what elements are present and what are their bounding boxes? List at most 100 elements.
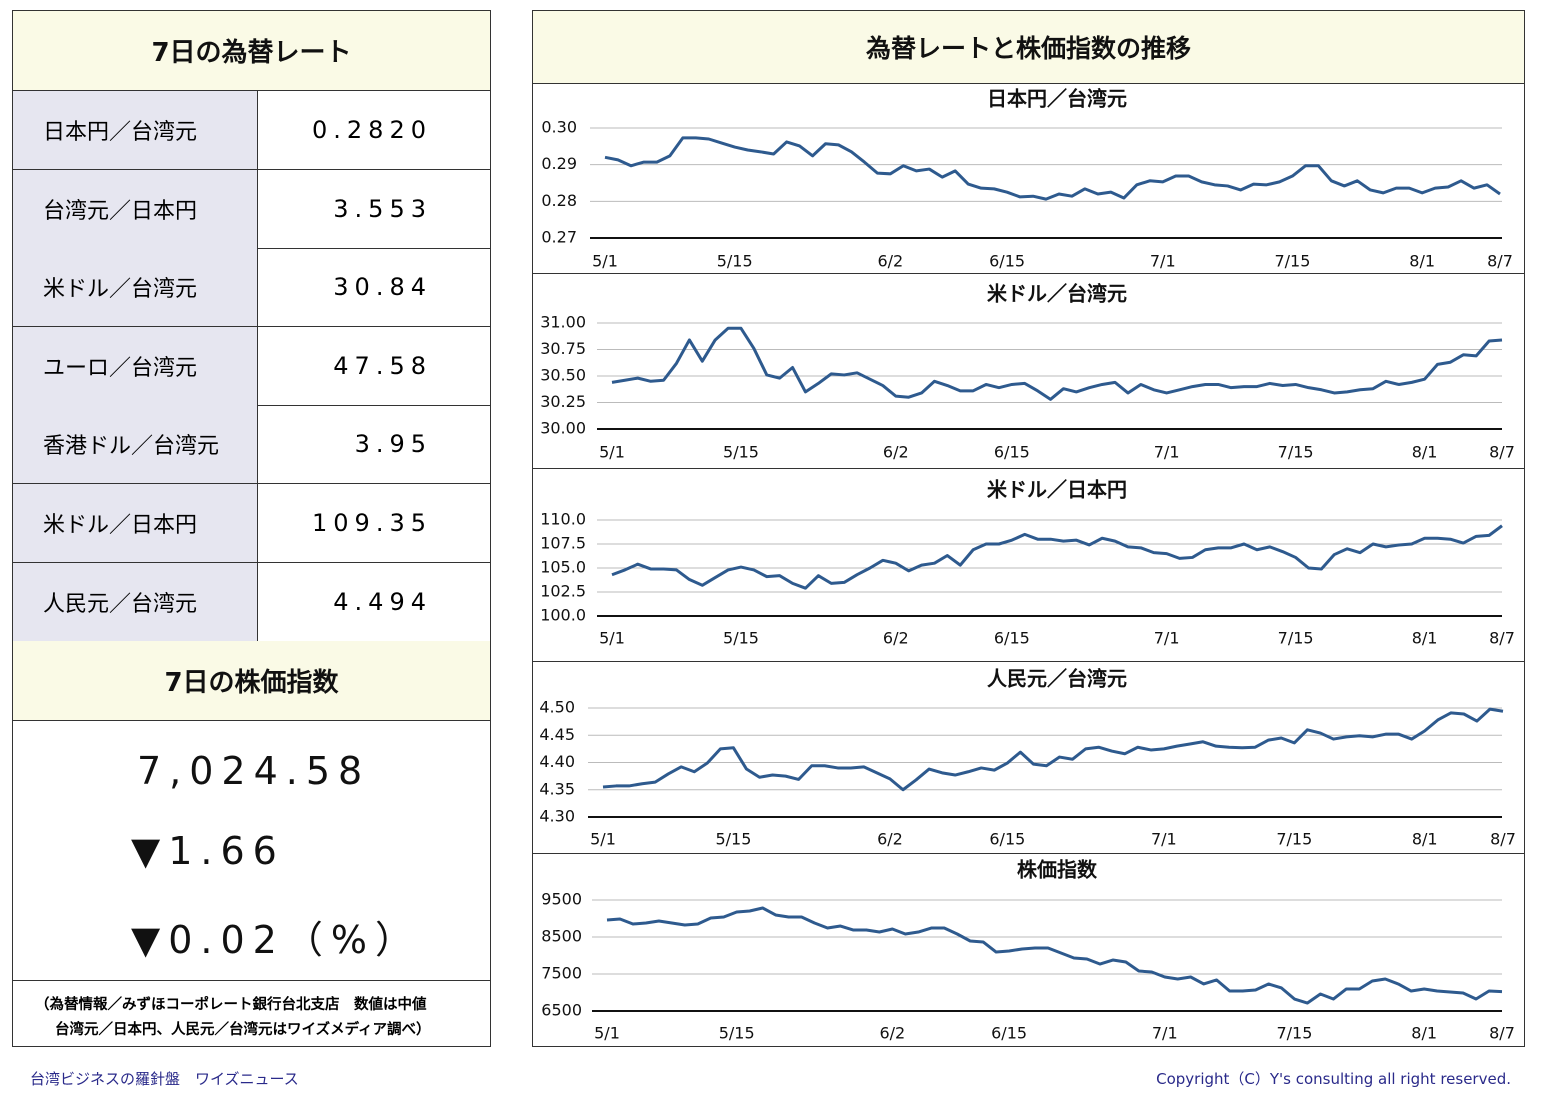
- rate-label: 米ドル／台湾元: [13, 248, 258, 328]
- x-tick-label: 8/7: [1489, 1024, 1515, 1043]
- x-tick-label: 7/15: [1276, 830, 1312, 849]
- y-tick-label: 9500: [541, 890, 582, 909]
- x-tick-label: 8/1: [1412, 443, 1438, 462]
- y-tick-label: 0.30: [541, 118, 577, 137]
- line: [604, 136, 1501, 201]
- rate-label: 台湾元／日本円: [13, 169, 258, 249]
- x-tick-label: 6/2: [883, 629, 909, 648]
- rate-value: 47.58: [258, 327, 490, 406]
- y-tick-label: 30.75: [540, 339, 586, 358]
- rate-value: 30.84: [258, 248, 490, 328]
- x-tick-label: 6/15: [994, 443, 1030, 462]
- x-tick-label: 8/1: [1411, 1024, 1437, 1043]
- y-tick-label: 7500: [541, 964, 582, 983]
- footer-left: 台湾ビジネスの羅針盤 ワイズニュース: [30, 1070, 299, 1088]
- x-tick-label: 8/1: [1412, 830, 1438, 849]
- x-tick-label: 5/15: [719, 1024, 755, 1043]
- rate-value: 3.95: [258, 405, 490, 485]
- y-tick-label: 30.25: [540, 392, 586, 411]
- y-tick-label: 30.50: [540, 366, 586, 385]
- x-tick-label: 7/1: [1154, 443, 1180, 462]
- x-tick-label: 6/2: [877, 252, 903, 271]
- x-tick-label: 8/1: [1409, 252, 1435, 271]
- x-tick-label: 6/15: [991, 1024, 1027, 1043]
- rate-label: 日本円／台湾元: [13, 91, 258, 170]
- x-tick-label: 8/7: [1489, 443, 1515, 462]
- y-tick-label: 4.35: [539, 779, 575, 798]
- x-tick-label: 7/15: [1278, 629, 1314, 648]
- x-tick-label: 6/2: [883, 443, 909, 462]
- x-tick-label: 7/15: [1278, 443, 1314, 462]
- note: 台湾元／日本円、人民元／台湾元はワイズメディア調べ）: [55, 1022, 431, 1038]
- y-tick-label: 0.27: [541, 228, 577, 247]
- index-change: ▼1.66: [131, 829, 285, 873]
- rate-value: 3.553: [258, 170, 490, 249]
- x-tick-label: 8/7: [1487, 252, 1513, 271]
- panel-title: 為替レートと株価指数の推移: [533, 11, 1524, 84]
- y-tick-label: 102.5: [540, 582, 586, 601]
- line: [602, 707, 1504, 792]
- x-tick-label: 6/2: [879, 1024, 905, 1043]
- index-value: 7,024.58: [137, 749, 371, 793]
- x-tick-label: 7/15: [1274, 252, 1310, 271]
- chart-title: 日本円／台湾元: [987, 87, 1127, 111]
- x-tick-label: 6/15: [989, 252, 1025, 271]
- right-panel: 為替レートと株価指数の推移: [532, 10, 1525, 1047]
- line: [611, 524, 1503, 590]
- line: [611, 326, 1503, 401]
- x-tick-label: 8/1: [1412, 629, 1438, 648]
- index-change-pct: ▼0.02（%）: [131, 918, 421, 962]
- y-tick-label: 4.30: [539, 807, 575, 826]
- y-tick-label: 107.5: [540, 534, 586, 553]
- x-tick-label: 8/7: [1490, 830, 1516, 849]
- y-tick-label: 6500: [541, 1001, 582, 1020]
- x-tick-label: 5/15: [723, 629, 759, 648]
- x-tick-label: 6/2: [877, 830, 903, 849]
- chart-title: 米ドル／日本円: [987, 478, 1127, 502]
- x-tick-label: 5/1: [599, 443, 625, 462]
- x-tick-label: 7/1: [1151, 830, 1177, 849]
- y-tick-label: 110.0: [540, 510, 586, 529]
- left-panel: 7日の為替レート 日本円／台湾元 0.2820 台湾元／日本円 3.553 米ドル／台湾…: [12, 10, 491, 1047]
- x-tick-label: 7/1: [1150, 252, 1176, 271]
- index-title: 7日の株価指数: [13, 641, 490, 721]
- chart-title: 人民元／台湾元: [987, 667, 1127, 691]
- y-tick-label: 100.0: [540, 606, 586, 625]
- x-tick-label: 5/1: [594, 1024, 620, 1043]
- x-tick-label: 5/1: [590, 830, 616, 849]
- y-tick-label: 31.00: [540, 313, 586, 332]
- rate-value: 109.35: [258, 484, 490, 563]
- x-tick-label: 5/15: [715, 830, 751, 849]
- rate-value: 0.2820: [258, 91, 490, 170]
- y-tick-label: 4.50: [539, 698, 575, 717]
- x-tick-label: 5/15: [717, 252, 753, 271]
- y-tick-label: 4.40: [539, 752, 575, 771]
- line: [606, 906, 1503, 1005]
- rates-title: 7日の為替レート: [13, 11, 490, 91]
- x-tick-label: 5/1: [592, 252, 618, 271]
- x-tick-label: 7/1: [1154, 629, 1180, 648]
- footer-right: Copyright（C）Y's consulting all right res…: [1156, 1070, 1511, 1088]
- x-tick-label: 7/1: [1152, 1024, 1178, 1043]
- y-tick-label: 0.28: [541, 191, 577, 210]
- y-tick-label: 0.29: [541, 154, 577, 173]
- x-tick-label: 6/15: [989, 830, 1025, 849]
- x-tick-label: 6/15: [994, 629, 1030, 648]
- rate-label: 人民元／台湾元: [13, 562, 258, 642]
- chart-title: 株価指数: [1017, 858, 1098, 882]
- note: （為替情報／みずほコーポレート銀行台北支店 数値は中値: [35, 997, 427, 1013]
- x-tick-label: 5/15: [723, 443, 759, 462]
- x-tick-label: 7/15: [1276, 1024, 1312, 1043]
- chart-title: 米ドル／台湾元: [987, 282, 1127, 306]
- x-tick-label: 8/7: [1489, 629, 1515, 648]
- y-tick-label: 8500: [541, 927, 582, 946]
- y-tick-label: 105.0: [540, 558, 586, 577]
- y-tick-label: 30.00: [540, 419, 586, 438]
- rate-label: 米ドル／日本円: [13, 484, 258, 563]
- x-tick-label: 5/1: [599, 629, 625, 648]
- y-tick-label: 4.45: [539, 725, 575, 744]
- rate-label: 香港ドル／台湾元: [13, 405, 258, 485]
- rate-label: ユーロ／台湾元: [13, 326, 258, 406]
